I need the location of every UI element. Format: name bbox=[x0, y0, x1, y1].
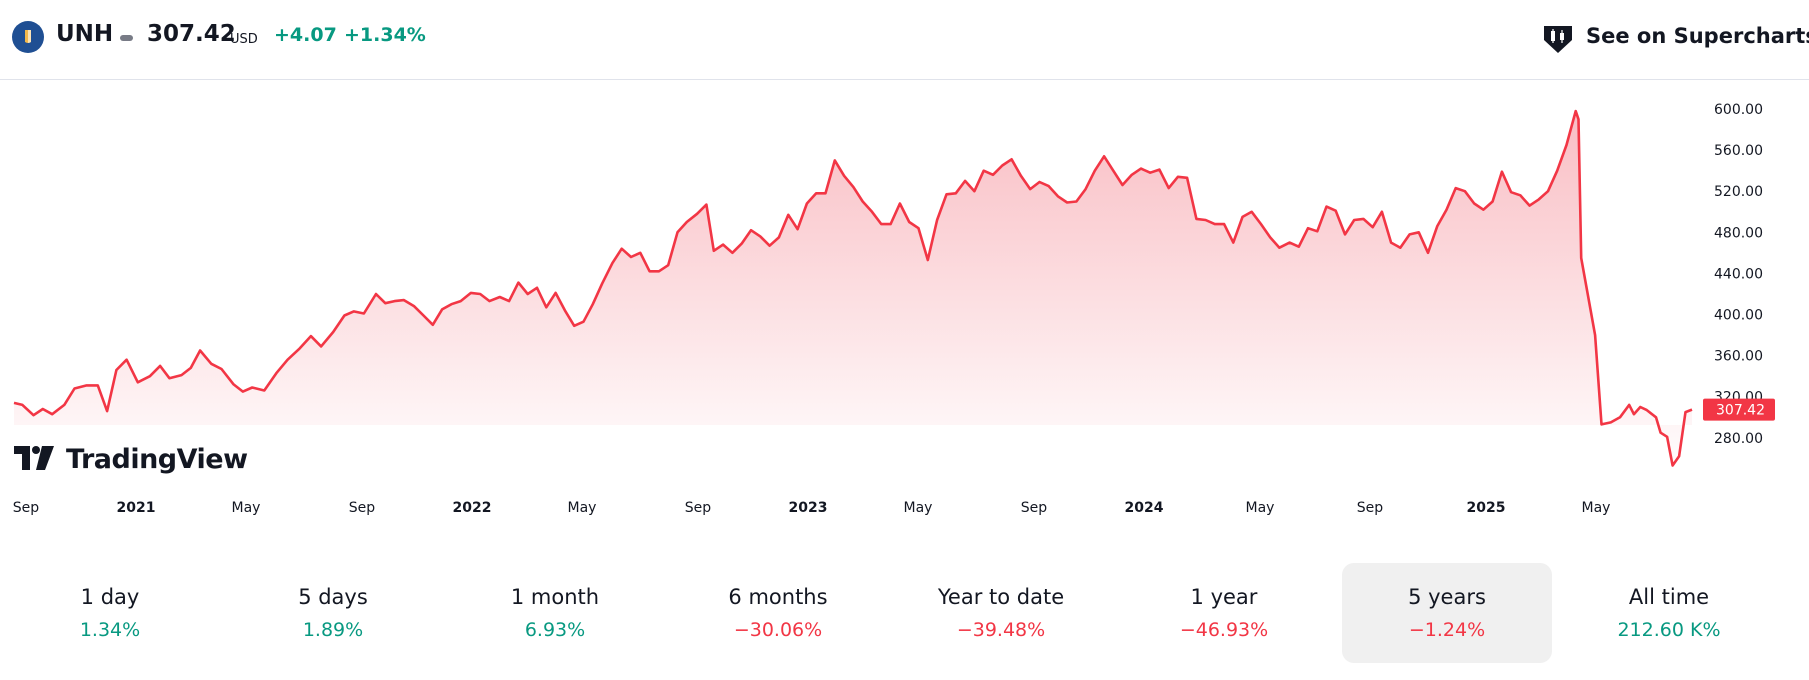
x-axis-tick-label: May bbox=[1246, 500, 1275, 516]
x-axis-tick-label: 2021 bbox=[117, 500, 156, 516]
period-label: All time bbox=[1628, 585, 1710, 609]
period-change-value: 212.60 K% bbox=[1617, 619, 1721, 641]
x-axis-tick-label: 2025 bbox=[1467, 500, 1506, 516]
supercharts-icon bbox=[1544, 26, 1572, 53]
y-axis-tick-label: 440.00 bbox=[1714, 266, 1763, 282]
period-label: 1 year bbox=[1190, 585, 1258, 609]
x-axis-tick-label: Sep bbox=[349, 500, 376, 516]
y-axis-tick-label: 520.00 bbox=[1714, 184, 1763, 200]
supercharts-label: See on Supercharts bbox=[1586, 24, 1809, 48]
x-axis-tick-label: May bbox=[904, 500, 933, 516]
last-price-tag-label: 307.42 bbox=[1716, 403, 1765, 419]
x-axis-tick-label: Sep bbox=[1357, 500, 1384, 516]
last-price-tag bbox=[1703, 398, 1775, 421]
y-axis-tick-label: 480.00 bbox=[1714, 225, 1763, 241]
period-tab-1-day[interactable]: 1 day 1.34% bbox=[5, 563, 215, 663]
performance-periods: 1 day 1.34% 5 days 1.89% 1 month 6.93% 6 month… bbox=[8, 563, 1800, 663]
currency-label: USD bbox=[230, 32, 258, 47]
symbol-name: UNH bbox=[56, 21, 114, 47]
see-on-supercharts-button[interactable]: See on Supercharts bbox=[1540, 18, 1809, 58]
tradingview-logo-icon bbox=[14, 446, 54, 470]
y-axis-tick-label: 360.00 bbox=[1714, 349, 1763, 365]
market-status-dash bbox=[120, 35, 133, 41]
period-label: 5 days bbox=[298, 585, 368, 609]
x-axis-tick-label: 2024 bbox=[1125, 500, 1164, 516]
period-label: 5 years bbox=[1408, 585, 1486, 609]
period-label: 1 month bbox=[510, 585, 600, 609]
x-axis-tick-label: May bbox=[232, 500, 261, 516]
price-chart[interactable]: 600.00 560.00 520.00 480.00 440.00 400.00 360.… bbox=[0, 80, 1809, 530]
period-tab-1-year[interactable]: 1 year −46.93% bbox=[1119, 563, 1329, 663]
period-change-value: 1.89% bbox=[302, 619, 364, 641]
x-axis-tick-label: 2023 bbox=[789, 500, 828, 516]
period-label: 6 months bbox=[728, 585, 828, 609]
period-change-value: −30.06% bbox=[733, 619, 823, 641]
period-change-value: −39.48% bbox=[956, 619, 1046, 641]
y-axis-tick-label: 560.00 bbox=[1714, 143, 1763, 159]
last-price: 307.42 bbox=[147, 21, 236, 47]
period-change-value: 1.34% bbox=[79, 619, 141, 641]
period-tab-5-years[interactable]: 5 years −1.24% bbox=[1342, 563, 1552, 663]
period-tab-1-month[interactable]: 1 month 6.93% bbox=[450, 563, 660, 663]
price-series-line bbox=[13, 109, 1693, 467]
x-axis-tick-label: Sep bbox=[13, 500, 40, 516]
price-change: +4.07 bbox=[274, 24, 337, 46]
price-area-fill bbox=[14, 111, 1692, 466]
period-change-value: −46.93% bbox=[1179, 619, 1269, 641]
x-axis-tick-label: Sep bbox=[685, 500, 712, 516]
period-tab-all-time[interactable]: All time 212.60 K% bbox=[1564, 563, 1774, 663]
x-axis-tick-label: May bbox=[1582, 500, 1611, 516]
period-label: Year to date bbox=[937, 585, 1065, 609]
y-axis-tick-label: 280.00 bbox=[1714, 431, 1763, 447]
x-axis-tick-label: May bbox=[568, 500, 597, 516]
period-change-value: 6.93% bbox=[524, 619, 586, 641]
period-tab-year-to-date[interactable]: Year to date −39.48% bbox=[896, 563, 1106, 663]
x-axis-tick-label: 2022 bbox=[453, 500, 492, 516]
price-chart-svg: 600.00 560.00 520.00 480.00 440.00 400.00 360.… bbox=[13, 102, 1775, 516]
period-tab-5-days[interactable]: 5 days 1.89% bbox=[228, 563, 438, 663]
tradingview-wordmark: TradingView bbox=[66, 444, 248, 475]
y-axis-tick-label: 400.00 bbox=[1714, 308, 1763, 324]
period-tab-6-months[interactable]: 6 months −30.06% bbox=[673, 563, 883, 663]
symbol-header: UNH 307.42 USD +4.07 +1.34% See on Super… bbox=[0, 0, 1809, 80]
period-change-value: −1.24% bbox=[1408, 619, 1486, 641]
unh-logo-icon bbox=[12, 21, 44, 53]
x-axis-tick-label: Sep bbox=[1021, 500, 1048, 516]
y-axis-tick-label: 600.00 bbox=[1714, 102, 1763, 118]
price-change-percent: +1.34% bbox=[344, 24, 426, 46]
period-label: 1 day bbox=[80, 585, 140, 609]
